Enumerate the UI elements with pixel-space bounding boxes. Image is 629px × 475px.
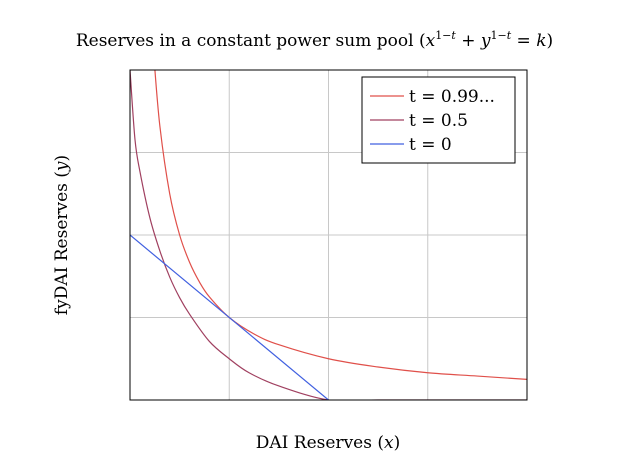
series-line-1 [130,70,527,400]
series-line-2 [130,234,329,400]
legend-box [361,76,516,164]
chart-title: Reserves in a constant power sum pool (x… [76,29,553,51]
y-axis-label: fyDAI Reserves (y) [52,155,72,315]
legend-label-0: t = 0.99... [409,87,495,107]
legend-label-1: t = 0.5 [409,111,468,131]
series-lines [130,70,527,400]
legend-label-2: t = 0 [409,135,452,155]
x-axis-label: DAI Reserves (x) [256,433,400,453]
legend: t = 0.99... t = 0.5 t = 0 [361,76,516,164]
plot-frame [129,69,528,401]
